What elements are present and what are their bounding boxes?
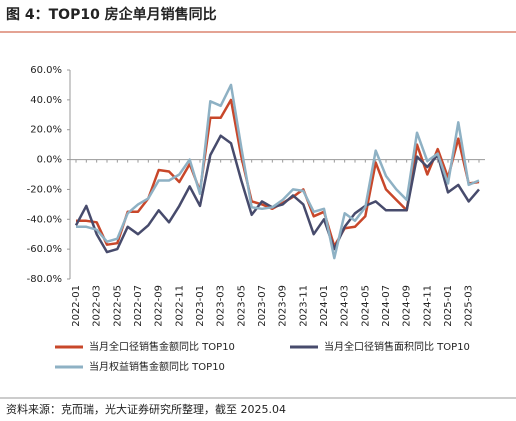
chart-title: 图 4：TOP10 房企单月销售同比 [6, 6, 217, 23]
x-tick-label: 2024-11 [422, 285, 433, 327]
legend-label: 当月权益销售金额同比 TOP10 [89, 360, 225, 373]
x-tick-label: 2022-05 [112, 285, 123, 327]
x-tick-label: 2025-01 [443, 285, 454, 327]
legend-label: 当月全口径销售面积同比 TOP10 [324, 340, 470, 353]
y-tick-label: 60.0% [30, 65, 62, 76]
y-tick-label: -80.0% [27, 274, 62, 285]
x-tick-label: 2022-01 [71, 285, 82, 327]
x-tick-label: 2023-03 [216, 285, 227, 327]
x-tick-label: 2022-11 [174, 285, 185, 327]
y-tick-label: 0.0% [37, 155, 62, 166]
series-line [74, 134, 480, 254]
legend-label: 当月全口径销售金额同比 TOP10 [89, 340, 235, 353]
x-tick-label: 2025-03 [464, 285, 475, 327]
series-line [76, 83, 480, 260]
x-tick-label: 2022-03 [92, 285, 103, 327]
y-tick-label: -40.0% [27, 214, 62, 225]
x-tick-label: 2024-03 [340, 285, 351, 327]
series-line [76, 98, 480, 248]
source: 资料来源：克而瑞，光大证券研究所整理，截至 2025.04 [6, 402, 286, 416]
y-tick-label: 40.0% [30, 95, 62, 106]
x-tick-label: 2024-07 [381, 285, 392, 327]
x-tick-label: 2023-09 [278, 285, 289, 327]
x-tick-label: 2024-05 [360, 285, 371, 327]
x-tick-label: 2024-01 [319, 285, 330, 327]
x-tick-label: 2023-05 [236, 285, 247, 327]
x-tick-label: 2022-09 [154, 285, 165, 327]
y-tick-label: 20.0% [30, 125, 62, 136]
y-tick-label: -60.0% [27, 244, 62, 255]
x-tick-label: 2023-01 [195, 285, 206, 327]
x-tick-label: 2022-07 [133, 285, 144, 327]
y-tick-label: -20.0% [27, 184, 62, 195]
x-tick-label: 2024-09 [402, 285, 413, 327]
x-tick-label: 2023-07 [257, 285, 268, 327]
x-tick-label: 2023-11 [298, 285, 309, 327]
